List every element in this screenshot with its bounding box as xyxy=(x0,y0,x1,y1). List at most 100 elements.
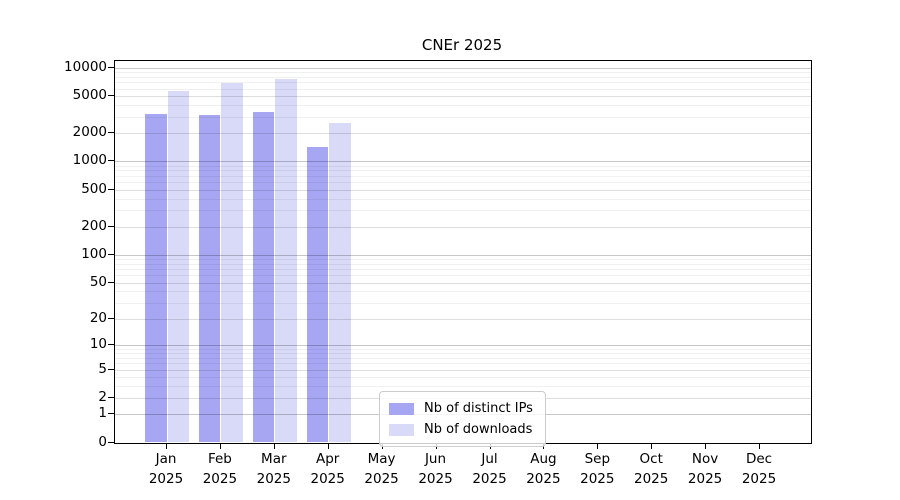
gridline-5 xyxy=(115,369,811,371)
y-tick-label-10000: 10000 xyxy=(64,58,107,75)
x-label-year: 2025 xyxy=(687,471,723,487)
x-tick-label-feb: Feb 2025 xyxy=(190,449,250,489)
y-tick-2 xyxy=(108,396,114,398)
x-label-year: 2025 xyxy=(202,471,238,487)
y-tick-10000 xyxy=(108,66,114,68)
gridline-minor-70 xyxy=(115,269,811,270)
gridline-minor-700 xyxy=(115,175,811,177)
gridline-minor-300 xyxy=(115,210,811,212)
x-label-month: Aug xyxy=(530,451,557,467)
x-tick-label-dec: Dec 2025 xyxy=(729,449,789,489)
y-tick-label-50: 50 xyxy=(89,273,107,290)
x-label-month: Dec xyxy=(745,451,773,467)
legend-label-downloads: Nb of downloads xyxy=(424,422,533,437)
y-tick-50 xyxy=(108,281,114,283)
gridline-minor-7 xyxy=(115,357,811,359)
x-tick-label-oct: Oct 2025 xyxy=(621,449,681,489)
bar-distinct-ips-jan xyxy=(145,114,167,443)
x-tick-oct xyxy=(651,444,653,449)
bar-distinct-ips-mar xyxy=(252,112,275,443)
y-tick-label-0: 0 xyxy=(98,433,107,450)
gridline-minor-90 xyxy=(115,258,811,260)
y-tick-2000 xyxy=(108,132,114,134)
y-tick-label-200: 200 xyxy=(81,217,107,234)
x-label-year: 2025 xyxy=(148,471,184,487)
y-tick-label-500: 500 xyxy=(81,180,107,197)
gridline-minor-3 xyxy=(115,386,811,388)
bar-downloads-mar xyxy=(275,79,297,443)
y-tick-500 xyxy=(108,188,114,190)
x-label-month: Jun xyxy=(424,451,447,467)
x-label-year: 2025 xyxy=(364,471,399,487)
y-tick-1 xyxy=(108,413,114,415)
grid-layer xyxy=(115,61,811,443)
x-label-month: May xyxy=(367,451,396,467)
legend: Nb of distinct IPs Nb of downloads xyxy=(379,391,546,447)
gridline-10 xyxy=(115,344,811,346)
x-tick-feb xyxy=(219,444,221,449)
y-tick-label-1000: 1000 xyxy=(72,152,107,169)
y-tick-label-100: 100 xyxy=(81,245,107,262)
x-tick-label-aug: Aug 2025 xyxy=(513,449,573,489)
gridline-minor-6 xyxy=(115,363,811,365)
x-label-year: 2025 xyxy=(310,471,345,487)
x-tick-label-jul: Jul 2025 xyxy=(460,449,520,489)
y-tick-label-20: 20 xyxy=(89,309,107,326)
y-tick-5000 xyxy=(108,94,114,96)
legend-item-distinct-ips: Nb of distinct IPs xyxy=(389,398,533,419)
legend-swatch-downloads xyxy=(389,423,414,436)
y-tick-label-1: 1 xyxy=(98,405,107,422)
x-tick-dec xyxy=(759,444,760,449)
x-tick-mar xyxy=(273,444,275,449)
x-tick-label-may: May 2025 xyxy=(352,449,412,489)
x-label-month: Apr xyxy=(316,451,340,467)
y-tick-100 xyxy=(108,253,114,255)
y-tick-0 xyxy=(108,441,114,443)
x-label-year: 2025 xyxy=(741,471,777,487)
x-label-year: 2025 xyxy=(634,471,669,487)
gridline-minor-800 xyxy=(115,170,811,172)
bar-distinct-ips-feb xyxy=(198,115,221,443)
x-tick-label-jun: Jun 2025 xyxy=(406,449,466,489)
bar-downloads-feb xyxy=(221,83,243,443)
y-tick-label-10: 10 xyxy=(89,335,107,352)
x-label-month: Feb xyxy=(207,451,232,467)
gridline-minor-9 xyxy=(115,348,811,350)
x-label-year: 2025 xyxy=(580,471,615,487)
x-tick-sep xyxy=(597,444,599,449)
x-tick-nov xyxy=(705,444,707,449)
gridline-minor-600 xyxy=(115,182,811,184)
x-label-month: Jul xyxy=(481,451,498,467)
y-tick-200 xyxy=(108,225,114,227)
gridline-minor-80 xyxy=(115,263,811,265)
x-tick-label-nov: Nov 2025 xyxy=(675,449,735,489)
plot-area: Nb of distinct IPs Nb of downloads xyxy=(114,60,812,447)
gridline-minor-3000 xyxy=(115,116,811,118)
x-tick-jan xyxy=(166,444,167,449)
gridline-minor-4000 xyxy=(115,105,811,106)
x-tick-apr xyxy=(327,444,329,449)
gridline-minor-60 xyxy=(115,275,811,277)
gridline-100 xyxy=(115,254,811,256)
x-label-year: 2025 xyxy=(256,471,291,487)
x-tick-label-sep: Sep 2025 xyxy=(567,449,627,489)
x-tick-label-jan: Jan 2025 xyxy=(136,449,196,489)
bars-layer xyxy=(115,61,811,443)
bar-distinct-ips-apr xyxy=(306,147,329,443)
y-tick-20 xyxy=(108,317,114,319)
y-tick-label-2: 2 xyxy=(98,388,107,405)
x-label-month: Jan xyxy=(155,451,177,467)
gridline-minor-7000 xyxy=(115,82,811,84)
gridline-2000 xyxy=(115,133,811,135)
gridline-minor-9000 xyxy=(115,72,811,73)
legend-swatch-distinct-ips xyxy=(389,402,414,415)
y-tick-10 xyxy=(108,343,114,345)
x-label-month: Nov xyxy=(691,451,719,467)
x-label-year: 2025 xyxy=(472,471,507,487)
gridline-minor-4 xyxy=(115,377,811,378)
chart-title: CNEr 2025 xyxy=(421,36,503,54)
gridline-minor-40 xyxy=(115,291,811,293)
gridline-500 xyxy=(115,189,811,191)
gridline-minor-900 xyxy=(115,165,811,167)
